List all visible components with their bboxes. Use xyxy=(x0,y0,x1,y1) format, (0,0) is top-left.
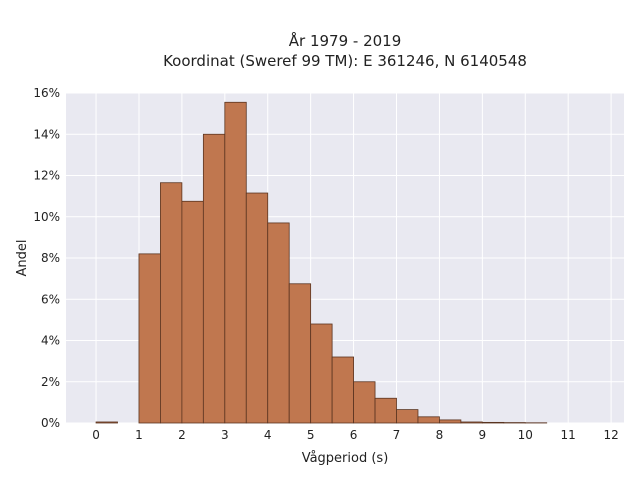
y-tick-label: 10% xyxy=(33,210,60,224)
y-tick-label: 14% xyxy=(33,127,60,141)
x-tick-label: 4 xyxy=(264,428,272,442)
chart-title-line2: Koordinat (Sweref 99 TM): E 361246, N 61… xyxy=(163,52,527,70)
histogram-bar xyxy=(310,323,333,424)
x-tick-label: 2 xyxy=(178,428,186,442)
y-axis-label: Andel xyxy=(15,240,30,277)
y-tick-label: 4% xyxy=(41,334,60,348)
y-tick-label: 2% xyxy=(41,375,60,389)
histogram-bar xyxy=(331,356,354,424)
y-tick-label: 12% xyxy=(33,169,60,183)
histogram-bar xyxy=(160,182,183,424)
y-tick-label: 16% xyxy=(33,86,60,100)
histogram-bar xyxy=(202,133,226,424)
x-tick-label: 1 xyxy=(135,428,143,442)
histogram-bar xyxy=(417,416,440,424)
x-tick-label: 8 xyxy=(436,428,444,442)
histogram-bar xyxy=(181,200,204,424)
histogram-bar xyxy=(396,409,419,424)
histogram-bar xyxy=(481,421,505,424)
x-tick-label: 0 xyxy=(92,428,100,442)
x-tick-label: 6 xyxy=(350,428,358,442)
histogram-bars xyxy=(95,101,548,424)
x-tick-label: 5 xyxy=(307,428,315,442)
histogram-bar xyxy=(224,101,247,424)
x-tick-label: 11 xyxy=(561,428,576,442)
histogram-bar xyxy=(353,381,376,424)
x-tick-label: 7 xyxy=(393,428,401,442)
x-axis-ticks: 0 1 2 3 4 5 6 7 8 9 10 11 12 xyxy=(92,428,619,442)
histogram-bar xyxy=(460,421,483,424)
x-tick-label: 3 xyxy=(221,428,229,442)
histogram-bar xyxy=(288,283,312,424)
y-tick-label: 8% xyxy=(41,251,60,265)
chart-title-line1: År 1979 - 2019 xyxy=(289,31,402,50)
histogram-bar xyxy=(439,419,462,424)
y-tick-label: 6% xyxy=(41,292,60,306)
y-tick-label: 0% xyxy=(41,416,60,430)
x-axis-label: Vågperiod (s) xyxy=(302,451,389,466)
histogram-bar xyxy=(374,397,397,424)
x-tick-label: 10 xyxy=(518,428,533,442)
histogram-bar xyxy=(267,222,290,424)
histogram-bar xyxy=(138,253,161,424)
y-axis-ticks: 0% 2% 4% 6% 8% 10% 12% 14% 16% xyxy=(33,86,60,430)
x-tick-label: 9 xyxy=(479,428,487,442)
x-tick-label: 12 xyxy=(603,428,618,442)
histogram-bar xyxy=(95,421,118,424)
histogram-bar xyxy=(245,192,269,424)
